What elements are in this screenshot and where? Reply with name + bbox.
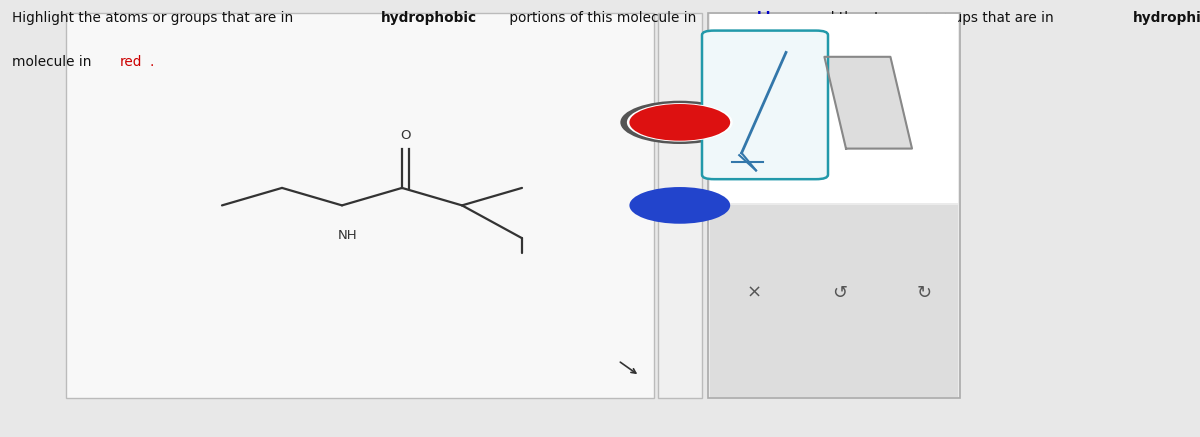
Text: blue: blue	[757, 11, 791, 25]
Circle shape	[620, 101, 739, 144]
Bar	[710, 205, 958, 397]
Bar	[66, 13, 654, 398]
Text: , and the atoms or groups that are in: , and the atoms or groups that are in	[800, 11, 1058, 25]
Circle shape	[629, 187, 730, 224]
Text: hydrophilic: hydrophilic	[1133, 11, 1200, 25]
Polygon shape	[824, 57, 912, 149]
FancyBboxPatch shape	[702, 31, 828, 179]
Text: molecule in: molecule in	[12, 55, 96, 69]
Bar	[708, 13, 960, 398]
Text: O: O	[401, 129, 410, 142]
Bar	[658, 13, 702, 398]
Text: Highlight the atoms or groups that are in: Highlight the atoms or groups that are i…	[12, 11, 298, 25]
Text: NH: NH	[338, 229, 358, 243]
Text: ↻: ↻	[917, 284, 931, 302]
Circle shape	[629, 104, 730, 141]
Text: portions of this molecule in: portions of this molecule in	[504, 11, 701, 25]
Text: red: red	[120, 55, 143, 69]
Text: ×: ×	[746, 284, 761, 302]
Circle shape	[626, 103, 733, 142]
Text: ↺: ↺	[833, 284, 847, 302]
Text: hydrophobic: hydrophobic	[380, 11, 476, 25]
Text: .: .	[149, 55, 154, 69]
Bar	[710, 14, 958, 203]
